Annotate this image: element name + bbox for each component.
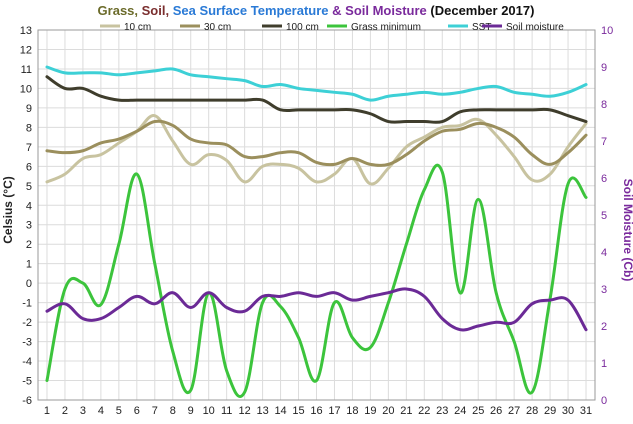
x-tick-label: 21 bbox=[400, 405, 412, 417]
x-tick-label: 16 bbox=[310, 405, 322, 417]
y-tick-label: -4 bbox=[22, 356, 32, 368]
x-tick-label: 22 bbox=[418, 405, 430, 417]
x-tick-label: 12 bbox=[239, 405, 251, 417]
y-tick-label: -3 bbox=[22, 337, 32, 349]
title-part-4: (December 2017) bbox=[430, 3, 534, 18]
legend-label: SST bbox=[472, 22, 491, 33]
title-part-1: Soil, bbox=[142, 3, 173, 18]
y-tick-label: 11 bbox=[21, 64, 32, 76]
y-tick-label: 13 bbox=[20, 25, 32, 37]
y-tick-label: -2 bbox=[22, 317, 32, 329]
y-tick-label: -5 bbox=[22, 376, 32, 388]
y2-tick-label: 3 bbox=[601, 284, 607, 296]
y-tick-label: 6 bbox=[26, 161, 32, 173]
y-tick-label: 12 bbox=[20, 44, 32, 56]
series-line-100-cm bbox=[45, 75, 588, 124]
series-line-soil-moisture bbox=[45, 287, 588, 332]
x-tick-label: 19 bbox=[364, 405, 376, 417]
legend-label: Soil moisture bbox=[506, 22, 564, 33]
y-tick-label: 5 bbox=[26, 181, 32, 193]
y2-tick-label: 4 bbox=[601, 247, 607, 259]
x-tick-label: 29 bbox=[544, 405, 556, 417]
x-tick-label: 14 bbox=[274, 405, 286, 417]
x-tick-label: 24 bbox=[454, 405, 466, 417]
chart-title: Grass, Soil, Sea Surface Temperature & S… bbox=[98, 3, 535, 18]
y-tick-label: 0 bbox=[26, 278, 32, 290]
x-tick-label: 10 bbox=[203, 405, 215, 417]
y-tick-label: 7 bbox=[26, 142, 32, 154]
x-tick-label: 30 bbox=[562, 405, 574, 417]
series-line-sst bbox=[45, 65, 588, 102]
x-tick-label: 18 bbox=[346, 405, 358, 417]
x-tick-label: 31 bbox=[580, 405, 592, 417]
x-tick-label: 9 bbox=[188, 405, 194, 417]
x-tick-label: 11 bbox=[221, 405, 232, 417]
y-tick-label: 1 bbox=[26, 259, 32, 271]
y-axis-label: Celsius (°C) bbox=[1, 176, 15, 243]
x-tick-label: 7 bbox=[152, 405, 158, 417]
x-tick-label: 23 bbox=[436, 405, 448, 417]
title-part-2: Sea Surface Temperature bbox=[173, 3, 329, 18]
y-tick-label: 3 bbox=[26, 220, 32, 232]
legend: 10 cm 30 cm 100 cm Grass minimum SST Soil moi… bbox=[100, 22, 564, 33]
y2-tick-label: 5 bbox=[601, 210, 607, 222]
series-line-grass-minimum bbox=[45, 163, 588, 399]
x-tick-label: 25 bbox=[472, 405, 484, 417]
y2-tick-label: 6 bbox=[601, 173, 607, 185]
x-tick-label: 26 bbox=[490, 405, 502, 417]
x-tick-label: 20 bbox=[382, 405, 394, 417]
x-tick-label: 8 bbox=[170, 405, 176, 417]
x-tick-label: 28 bbox=[526, 405, 538, 417]
legend-label: 10 cm bbox=[124, 22, 151, 33]
y2-tick-label: 9 bbox=[601, 62, 607, 74]
y2-tick-label: 2 bbox=[601, 321, 607, 333]
y2-tick-label: 8 bbox=[601, 99, 607, 111]
y2-tick-label: 0 bbox=[601, 395, 607, 407]
series-lines bbox=[45, 65, 588, 399]
y-tick-label: -1 bbox=[22, 298, 32, 310]
x-tick-label: 27 bbox=[508, 405, 520, 417]
x-tick-label: 6 bbox=[134, 405, 140, 417]
x-tick-label: 4 bbox=[98, 405, 104, 417]
y-tick-label: 4 bbox=[26, 200, 32, 212]
x-tick-label: 5 bbox=[116, 405, 122, 417]
y2-tick-label: 7 bbox=[601, 136, 607, 148]
x-tick-label: 2 bbox=[62, 405, 68, 417]
y2-tick-label: 10 bbox=[601, 25, 613, 37]
title-part-3: & Soil Moisture bbox=[329, 3, 431, 18]
x-tick-label: 3 bbox=[80, 405, 86, 417]
y2-axis-label: Soil Moisture (Cb) bbox=[621, 179, 633, 282]
y-tick-label: 10 bbox=[20, 83, 32, 95]
y-tick-label: -6 bbox=[22, 395, 32, 407]
x-tick-label: 17 bbox=[328, 405, 340, 417]
title-part-0: Grass, bbox=[98, 3, 142, 18]
y-tick-label: 2 bbox=[26, 239, 32, 251]
series-line-30-cm bbox=[45, 119, 588, 167]
legend-label: 30 cm bbox=[204, 22, 231, 33]
plot-frame bbox=[37, 29, 596, 401]
y-tick-label: 8 bbox=[26, 122, 32, 134]
x-tick-label: 15 bbox=[292, 405, 304, 417]
x-tick-label: 1 bbox=[44, 405, 50, 417]
y2-tick-label: 1 bbox=[601, 358, 607, 370]
legend-label: 100 cm bbox=[286, 22, 319, 33]
y-tick-label: 9 bbox=[26, 103, 32, 115]
legend-label: Grass minimum bbox=[351, 22, 421, 33]
x-tick-label: 13 bbox=[256, 405, 268, 417]
